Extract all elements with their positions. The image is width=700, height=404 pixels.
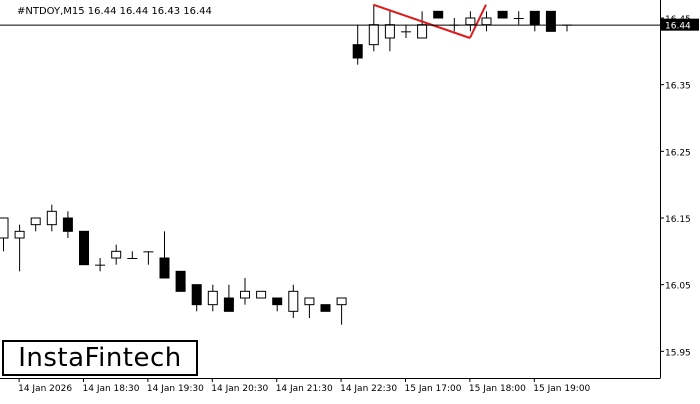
candle-bull xyxy=(46,210,57,226)
y-tick-label: 16.15 xyxy=(665,215,691,225)
x-tick-label: 14 Jan 18:30 xyxy=(83,384,140,394)
candle-bull xyxy=(336,297,347,306)
candle-bull xyxy=(465,17,476,26)
candle-bear xyxy=(272,297,283,306)
y-tick-label: 16.35 xyxy=(665,82,691,92)
chart-header: #NTDOY,M15 16.44 16.44 16.43 16.44 xyxy=(17,6,212,17)
y-tick-label: 16.05 xyxy=(665,282,691,292)
x-tick-label: 14 Jan 21:30 xyxy=(276,384,333,394)
current-price-badge xyxy=(661,18,699,31)
candle-bear xyxy=(62,217,73,232)
x-tick-label: 14 Jan 19:30 xyxy=(147,384,204,394)
candle-bear xyxy=(159,257,170,279)
candle-bull xyxy=(111,250,122,259)
y-tick-label: 16.25 xyxy=(665,148,691,158)
candle-bull xyxy=(30,217,41,226)
x-tick-label: 14 Jan 22:30 xyxy=(340,384,397,394)
candle-bull xyxy=(304,297,315,306)
candle-bear xyxy=(79,230,89,266)
pattern-line xyxy=(468,4,487,39)
logo-text: InstaFintech xyxy=(18,343,182,373)
candle-bull xyxy=(288,290,299,312)
candle-bull xyxy=(481,17,492,26)
candle-bear xyxy=(320,304,331,312)
y-tick-label: 15.95 xyxy=(665,348,691,358)
x-tick-label: 15 Jan 18:00 xyxy=(469,384,526,394)
candle-bull xyxy=(0,217,9,239)
candle-bull xyxy=(256,290,267,299)
candle-bull xyxy=(368,24,379,46)
x-tick-label: 14 Jan 20:30 xyxy=(211,384,268,394)
candle-bear xyxy=(223,297,234,312)
candle-bear xyxy=(497,10,508,19)
candle-bull xyxy=(384,24,395,39)
candle-bull xyxy=(14,230,25,239)
candle-bear xyxy=(433,10,444,19)
pattern-line xyxy=(372,3,471,39)
candle-bull xyxy=(417,24,428,39)
candle-bull xyxy=(207,290,218,306)
candle-bear xyxy=(175,270,186,292)
candle-bear xyxy=(545,10,556,32)
x-tick-label: 14 Jan 2026 xyxy=(18,384,72,394)
x-tick-label: 15 Jan 17:00 xyxy=(405,384,462,394)
candles-layer xyxy=(0,4,572,325)
instafintech-logo: InstaFintech xyxy=(2,340,198,376)
current-price-label: 16.44 xyxy=(665,22,691,32)
candle-bear xyxy=(529,10,540,26)
x-tick-label: 15 Jan 19:00 xyxy=(533,384,590,394)
pattern-layer xyxy=(372,3,487,39)
axis-layer: #NTDOY,M15 16.44 16.44 16.43 16.4416.451… xyxy=(0,0,699,394)
candle-bear xyxy=(352,44,363,59)
candle-bull xyxy=(240,290,250,299)
candle-bear xyxy=(191,284,202,306)
